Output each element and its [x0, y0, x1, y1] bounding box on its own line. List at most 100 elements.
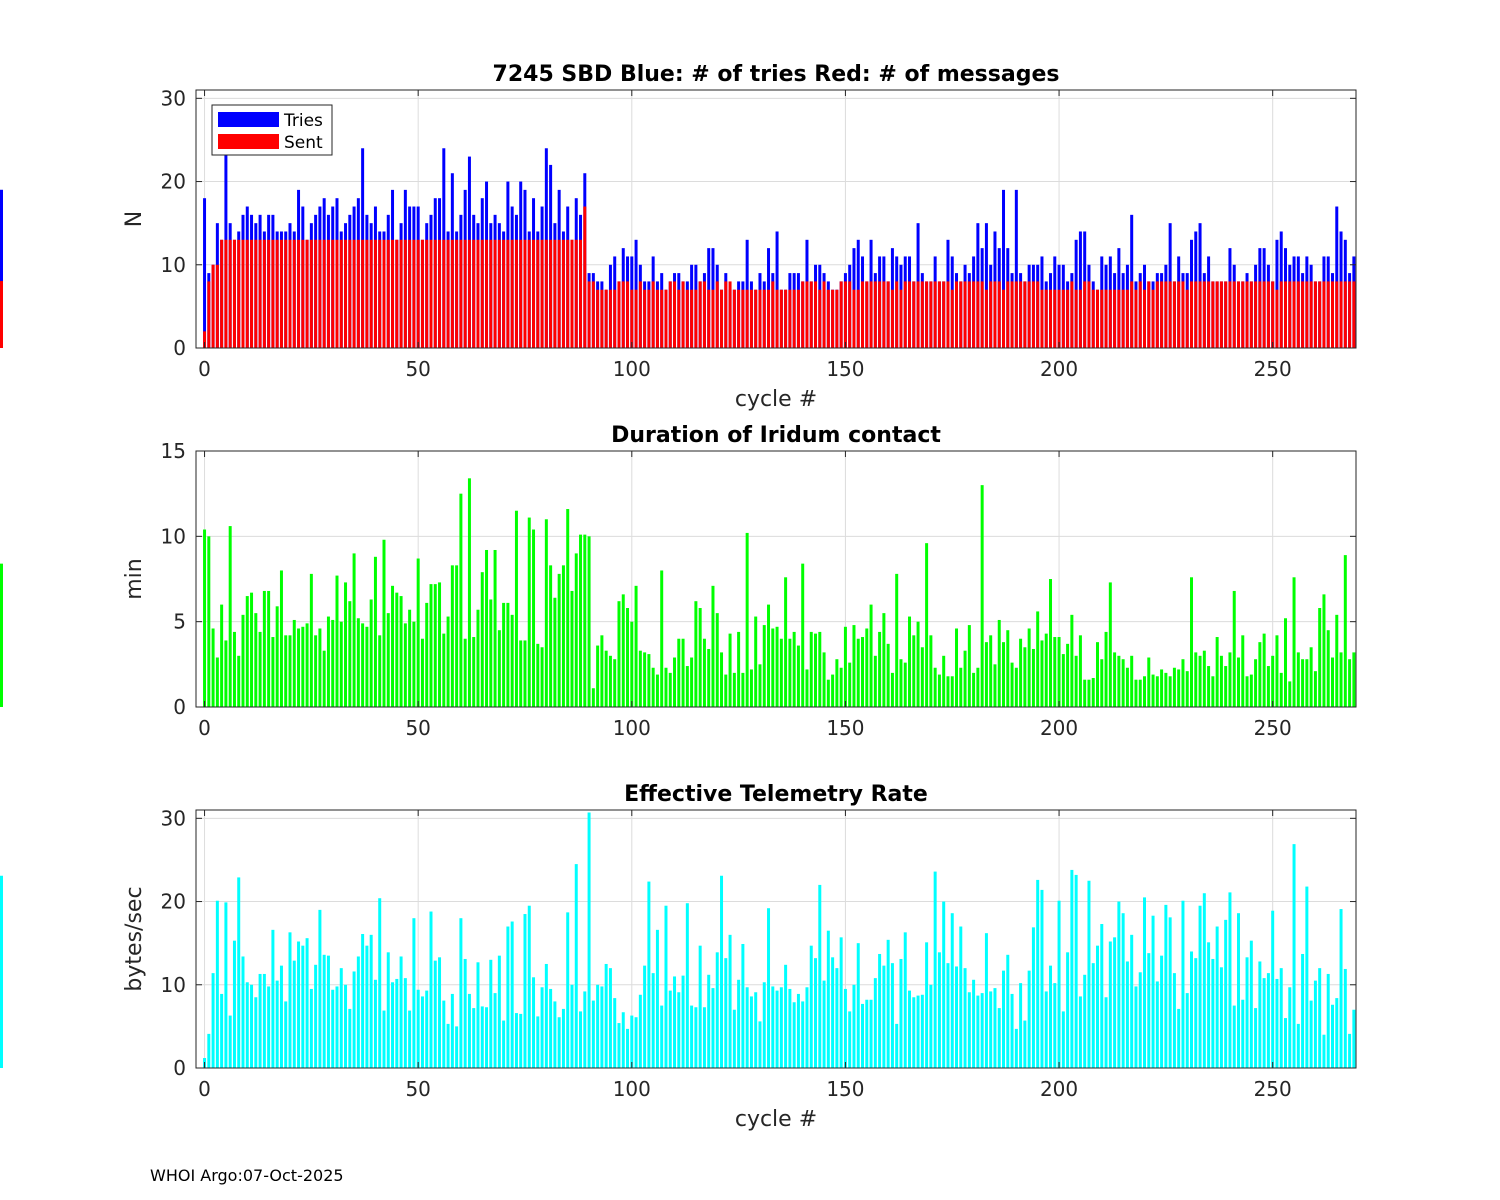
bar [549, 988, 553, 1068]
plot-1: 0 50 100 150 200 250 0 10 20 30 7245 SBD Blue: # o… [0, 62, 1357, 412]
bar [638, 994, 642, 1068]
axes-frame [195, 809, 1357, 1069]
bar [485, 1007, 489, 1068]
bar [433, 960, 437, 1068]
bar [224, 640, 228, 707]
x-tick-label: 200 [1040, 1077, 1078, 1101]
bar [480, 239, 484, 348]
bar [1326, 630, 1330, 707]
bar [1211, 676, 1215, 707]
bar [852, 984, 856, 1068]
bar [1134, 679, 1138, 707]
bar [805, 281, 809, 348]
bar [455, 565, 459, 707]
x-tick-label: 200 [1040, 716, 1078, 740]
bar [1078, 289, 1082, 348]
bar [779, 638, 783, 707]
bar [1104, 631, 1108, 707]
bar [835, 289, 839, 348]
bar [1010, 281, 1014, 348]
bar [395, 592, 399, 707]
bar [420, 239, 424, 348]
x-tick-label: 250 [1254, 716, 1292, 740]
bar [1151, 674, 1155, 707]
bar [916, 621, 920, 707]
bar [1053, 289, 1057, 348]
bar [579, 239, 583, 348]
bar [207, 536, 211, 707]
bar [527, 905, 531, 1068]
bar [267, 239, 271, 348]
bar [301, 626, 305, 707]
bar [288, 635, 292, 707]
bar [438, 582, 442, 707]
bar [779, 987, 783, 1068]
bar [433, 239, 437, 348]
bar [1339, 652, 1343, 707]
x-tick-label: 100 [613, 716, 651, 740]
bar [373, 239, 377, 348]
bar [1275, 978, 1279, 1068]
bar [882, 281, 886, 348]
bar [211, 264, 215, 348]
bar [459, 493, 463, 707]
bar [908, 616, 912, 707]
bar [391, 239, 395, 348]
bar [1309, 1000, 1313, 1068]
bar [288, 932, 292, 1068]
bar [1262, 633, 1266, 707]
bar [685, 903, 689, 1068]
bar [698, 945, 702, 1068]
bar [532, 529, 536, 707]
bar [1023, 647, 1027, 707]
bar [895, 1023, 899, 1068]
bar [232, 631, 236, 707]
y-tick-label: 0 [173, 1056, 186, 1080]
bar [1177, 281, 1181, 348]
bar [331, 239, 335, 348]
bar [1305, 886, 1309, 1068]
bar [1331, 657, 1334, 707]
bar [425, 239, 429, 348]
bar [339, 621, 343, 707]
bar [297, 941, 301, 1068]
bar [574, 239, 578, 348]
bar [335, 986, 339, 1068]
bar [1309, 281, 1313, 348]
bar [899, 659, 903, 707]
bar [1215, 926, 1219, 1068]
bar [553, 597, 557, 707]
bar [673, 281, 677, 348]
bar [536, 239, 540, 348]
legend-label-tries: Tries [283, 111, 323, 131]
bar [1198, 655, 1202, 707]
bar [399, 596, 403, 707]
bar [754, 616, 758, 707]
bar [536, 1016, 540, 1068]
bar [1219, 967, 1223, 1068]
bar [728, 281, 732, 348]
bar [1074, 289, 1078, 348]
bar [1091, 963, 1095, 1068]
bar [878, 631, 882, 707]
bar [1006, 281, 1010, 348]
x-tick-label: 250 [1254, 1077, 1292, 1101]
bar [1036, 611, 1040, 707]
plot-title: Duration of Iridum contact [611, 423, 941, 448]
bar [442, 1000, 446, 1068]
bar [1096, 945, 1099, 1068]
bar [267, 590, 271, 707]
bar [1245, 281, 1249, 348]
bar [1031, 648, 1035, 707]
bar [677, 992, 681, 1068]
bar [1074, 655, 1078, 707]
bar [861, 637, 865, 707]
bar [369, 239, 373, 348]
bar [660, 1005, 664, 1068]
bar [1232, 281, 1236, 348]
bar [886, 643, 890, 707]
bar [1331, 281, 1334, 348]
bar [510, 614, 514, 707]
bar [472, 637, 476, 707]
bar [852, 289, 856, 348]
